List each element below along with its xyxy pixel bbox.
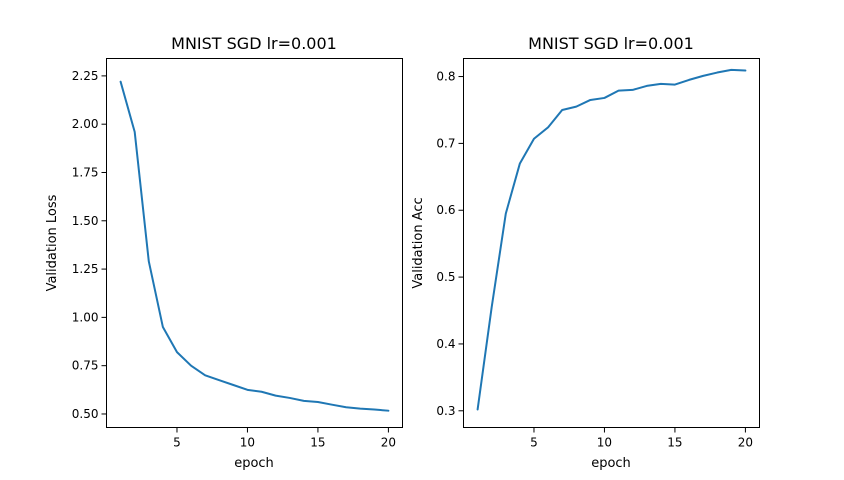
loss-y-ticks: 0.50 0.75 1.00 1.25 1.50 1.75 2.00 2.25: [72, 69, 107, 421]
acc-y-tick-label: 0.7: [436, 136, 455, 150]
acc-y-ticks: 0.3 0.4 0.5 0.6 0.7 0.8: [436, 70, 464, 418]
loss-chart: MNIST SGD lr=0.001 Validation Loss epoch…: [45, 34, 403, 471]
acc-y-tick-label: 0.4: [436, 337, 455, 351]
acc-x-tick-label: 10: [597, 436, 612, 450]
acc-y-tick-label: 0.6: [436, 203, 455, 217]
loss-x-tick-label: 20: [381, 436, 396, 450]
acc-y-tick-label: 0.3: [436, 404, 455, 418]
acc-chart: MNIST SGD lr=0.001 Validation Acc epoch …: [411, 34, 760, 471]
loss-y-tick-label: 0.50: [72, 407, 99, 421]
acc-chart-title: MNIST SGD lr=0.001: [528, 34, 694, 53]
loss-y-axis-label: Validation Loss: [45, 194, 60, 291]
loss-x-tick-label: 10: [240, 436, 255, 450]
acc-x-tick-label: 15: [667, 436, 682, 450]
loss-x-ticks: 5 10 15 20: [173, 427, 396, 450]
loss-y-tick-label: 0.75: [72, 359, 99, 373]
acc-y-tick-label: 0.8: [436, 70, 455, 84]
loss-x-tick-label: 5: [173, 436, 181, 450]
acc-x-tick-label: 5: [530, 436, 538, 450]
acc-series-line: [476, 68, 747, 411]
acc-x-ticks: 5 10 15 20: [530, 427, 753, 450]
loss-axes-frame: [106, 58, 403, 428]
loss-y-tick-label: 1.75: [72, 165, 99, 179]
loss-y-tick-label: 1.25: [72, 262, 99, 276]
loss-plot-area: [119, 80, 390, 412]
loss-x-tick-label: 15: [310, 436, 325, 450]
acc-x-tick-label: 20: [738, 436, 753, 450]
loss-y-tick-label: 2.25: [72, 69, 99, 83]
acc-y-tick-label: 0.5: [436, 270, 455, 284]
loss-chart-title: MNIST SGD lr=0.001: [171, 34, 337, 53]
loss-x-axis-label: epoch: [234, 456, 274, 471]
acc-x-axis-label: epoch: [591, 456, 631, 471]
loss-y-tick-label: 1.50: [72, 214, 99, 228]
loss-series-line: [119, 80, 390, 412]
acc-y-axis-label: Validation Acc: [411, 197, 426, 288]
acc-axes-frame: [463, 58, 760, 428]
acc-plot-area: [476, 68, 747, 411]
loss-y-tick-label: 2.00: [72, 117, 99, 131]
loss-y-tick-label: 1.00: [72, 310, 99, 324]
